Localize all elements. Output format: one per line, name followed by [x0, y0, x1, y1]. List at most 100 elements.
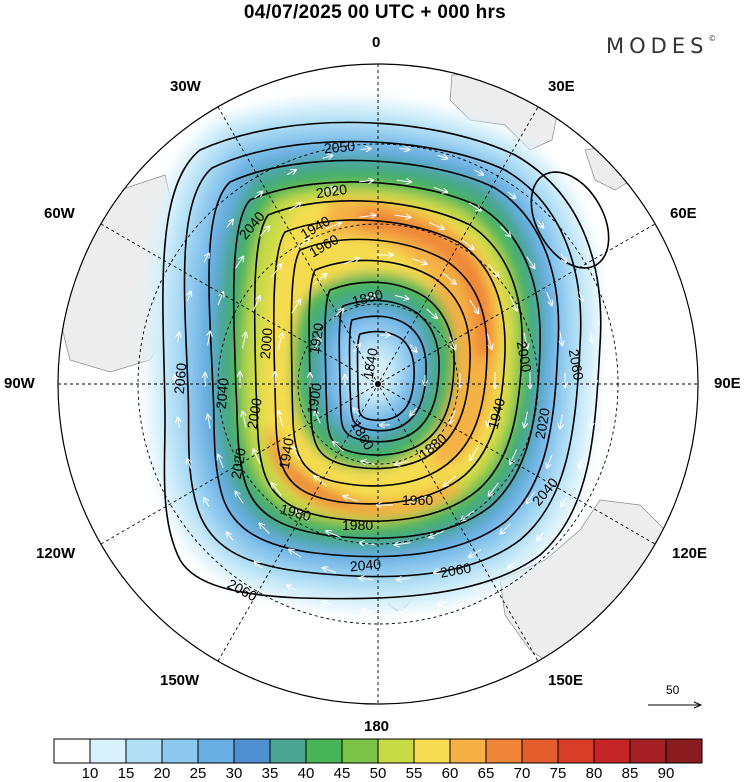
- contour-label: 1900: [304, 382, 325, 416]
- wind-vector: [344, 496, 359, 503]
- wind-vector: [395, 543, 411, 545]
- contour-label: 1960: [402, 492, 433, 508]
- contour-label: 2050: [323, 138, 356, 157]
- contour-label: 2000: [244, 397, 265, 431]
- wind-vector: [546, 292, 552, 305]
- wind-vector: [322, 187, 336, 193]
- reference-vector-label: 50: [666, 683, 680, 697]
- wind-vector: [361, 295, 376, 299]
- wind-vector: [579, 458, 582, 468]
- wind-vector: [469, 299, 479, 314]
- wind-vector: [359, 215, 376, 217]
- wind-vector: [360, 543, 376, 545]
- wind-vector: [259, 226, 270, 237]
- lon-label-60w: 60W: [44, 205, 75, 222]
- wind-vector: [359, 578, 374, 580]
- wind-vector: [561, 497, 567, 507]
- wind-vector: [253, 449, 261, 465]
- wind-vector: [243, 333, 246, 349]
- wind-vector: [326, 531, 342, 538]
- wind-vector: [537, 532, 544, 540]
- wind-vector: [271, 264, 282, 278]
- wind-vector: [395, 461, 409, 465]
- wind-vector: [396, 180, 411, 182]
- wind-vector: [226, 220, 233, 228]
- contour-label: 2040: [213, 377, 232, 410]
- wind-vector: [468, 202, 481, 211]
- wind-vector: [203, 254, 209, 263]
- wind-vector: [399, 611, 410, 612]
- wind-vector: [235, 257, 244, 269]
- wind-vector: [289, 549, 302, 558]
- wind-vector: [362, 461, 376, 465]
- contour-label: 2060: [439, 559, 473, 580]
- wind-vector: [255, 562, 263, 569]
- contour-2060: [162, 121, 602, 600]
- wind-vector: [500, 226, 511, 236]
- contour-label: 2000: [257, 327, 276, 360]
- latitude-circle-1: [297, 303, 459, 465]
- wind-vector: [313, 274, 326, 285]
- contour-label: 2000: [514, 340, 535, 374]
- wind-vector: [429, 530, 444, 537]
- wind-vector: [243, 412, 246, 428]
- wind-vector: [527, 491, 535, 504]
- wind-vector: [296, 511, 310, 522]
- wind-vector: [236, 492, 244, 504]
- wind-vector: [450, 410, 456, 423]
- lon-label-30e: 30E: [548, 78, 575, 95]
- wind-vector: [353, 344, 360, 353]
- wind-vector: [326, 223, 341, 230]
- wind-vector: [218, 455, 224, 468]
- wind-vector: [488, 263, 499, 277]
- wind-vector: [434, 567, 448, 573]
- reference-vector: [648, 701, 703, 709]
- wind-vector: [277, 334, 282, 350]
- map-boundary: [57, 63, 699, 705]
- wind-vector: [486, 333, 491, 349]
- wind-vector: [359, 180, 373, 182]
- wind-vector: [343, 258, 359, 265]
- contour-label: 1840: [360, 347, 381, 381]
- wind-vector: [428, 222, 444, 229]
- wind-vector: [507, 191, 516, 198]
- contour-label: 2020: [532, 407, 553, 441]
- wind-vector: [460, 238, 474, 249]
- wind-vector: [560, 331, 563, 346]
- wind-vector: [208, 415, 211, 429]
- wind-vector: [286, 170, 296, 176]
- wind-vector: [323, 568, 337, 574]
- wind-vector: [449, 336, 456, 350]
- wind-vector: [489, 482, 499, 496]
- contour-1840: [356, 330, 415, 422]
- contour-label: 1940: [276, 437, 297, 471]
- wind-vector: [178, 418, 180, 428]
- contour-label: 1940: [485, 396, 509, 430]
- contour-label: 2060: [171, 362, 190, 395]
- wind-vector: [433, 186, 447, 192]
- lon-label-180: 180: [364, 718, 390, 735]
- wind-vector: [591, 417, 593, 428]
- wind-vector: [524, 411, 527, 428]
- wind-vector: [360, 149, 371, 150]
- wind-vector: [204, 498, 210, 507]
- wind-vector: [333, 442, 344, 452]
- height-contours: [162, 121, 610, 600]
- wind-vector: [208, 332, 211, 346]
- wind-vector: [188, 459, 191, 469]
- lon-label-60e: 60E: [670, 205, 697, 222]
- wind-vector: [394, 215, 411, 217]
- wind-vector: [278, 411, 284, 427]
- wind-vector: [412, 495, 427, 502]
- wind-vector: [323, 602, 333, 605]
- lon-label-30w: 30W: [170, 78, 201, 95]
- contour-1900: [324, 281, 455, 456]
- lon-label-120w: 120W: [36, 545, 76, 562]
- wind-vector: [560, 414, 563, 429]
- wind-vector: [427, 441, 438, 451]
- pole-marker: [375, 381, 381, 387]
- contour-labels: 1840 1860 1880 1880 1900 1920 1940 1940 …: [171, 138, 587, 605]
- contour-label: 2020: [315, 181, 348, 201]
- contour-label: 2060: [566, 348, 587, 382]
